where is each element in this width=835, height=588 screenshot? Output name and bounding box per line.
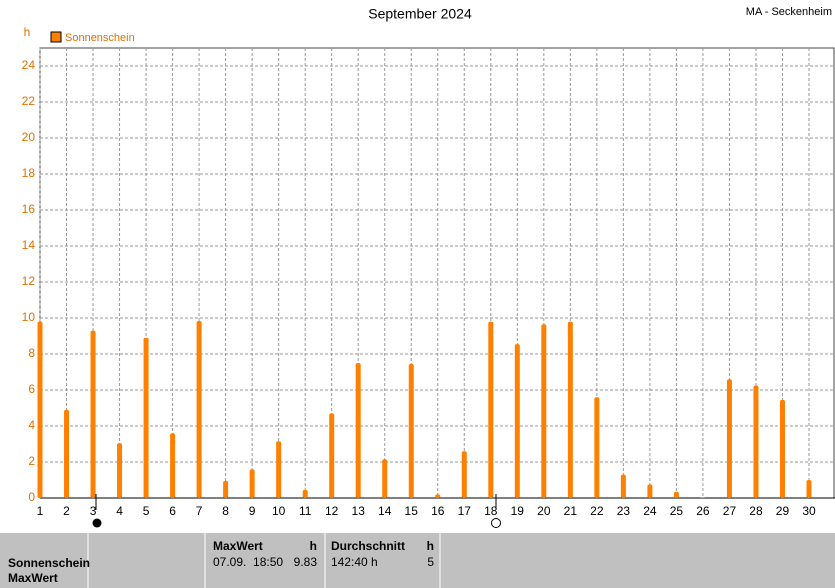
x-tick-label: 28	[749, 504, 763, 518]
bar	[779, 399, 785, 498]
x-tick-label: 23	[617, 504, 631, 518]
legend-label: Sonnenschein	[65, 32, 135, 44]
bar	[143, 337, 149, 498]
y-tick-label: 22	[22, 94, 36, 108]
x-tick-label: 8	[222, 504, 229, 518]
x-tick-label: 9	[249, 504, 256, 518]
x-tick-label: 10	[272, 504, 286, 518]
x-tick-label: 12	[325, 504, 339, 518]
full-moon-icon	[92, 518, 102, 528]
x-tick-label: 21	[564, 504, 578, 518]
x-tick-label: 2	[63, 504, 70, 518]
summary-value: 5	[427, 555, 434, 569]
bar	[620, 474, 626, 498]
summary-total: 142:40 h	[331, 555, 378, 569]
summary-row-label: Sonnenschein	[8, 556, 90, 570]
bar	[435, 494, 441, 498]
summary-header: MaxWert	[213, 539, 263, 553]
bar	[382, 459, 388, 498]
x-tick-label: 25	[670, 504, 684, 518]
bar	[90, 330, 96, 498]
x-tick-label: 1	[37, 504, 44, 518]
x-tick-label: 5	[143, 504, 150, 518]
x-tick-label: 14	[378, 504, 392, 518]
bar	[329, 413, 335, 498]
y-tick-label: 4	[28, 418, 35, 432]
x-tick-label: 29	[776, 504, 790, 518]
bar	[753, 385, 759, 498]
y-axis-unit: h	[24, 25, 31, 39]
summary-panel	[0, 533, 835, 588]
x-tick-label: 16	[431, 504, 445, 518]
bar	[196, 321, 202, 498]
x-tick-label: 30	[802, 504, 816, 518]
y-tick-label: 18	[22, 166, 36, 180]
plot-frame	[39, 47, 835, 499]
chart-title: September 2024	[368, 6, 472, 22]
x-tick-label: 20	[537, 504, 551, 518]
x-tick-label: 13	[352, 504, 366, 518]
bar	[117, 443, 123, 498]
bar	[488, 321, 494, 498]
y-tick-label: 2	[28, 454, 35, 468]
y-tick-label: 12	[22, 274, 36, 288]
x-tick-label: 11	[299, 504, 312, 518]
bar	[302, 489, 308, 498]
summary-unit: h	[310, 539, 317, 553]
bar	[594, 397, 600, 498]
x-tick-label: 26	[696, 504, 710, 518]
y-tick-label: 6	[28, 382, 35, 396]
x-tick-label: 27	[723, 504, 737, 518]
y-tick-label: 24	[22, 58, 36, 72]
y-tick-label: 14	[22, 238, 36, 252]
summary-row-label: MaxWert	[8, 571, 58, 585]
bar	[37, 321, 43, 498]
station-name: MA - Seckenheim	[746, 6, 832, 18]
bar	[514, 344, 520, 498]
x-tick-label: 22	[590, 504, 604, 518]
x-tick-label: 19	[511, 504, 525, 518]
x-tick-label: 18	[484, 504, 498, 518]
x-tick-label: 7	[196, 504, 203, 518]
bar	[461, 451, 467, 498]
x-tick-label: 17	[458, 504, 472, 518]
x-tick-label: 6	[169, 504, 176, 518]
y-tick-label: 16	[22, 202, 36, 216]
bar	[249, 469, 255, 498]
y-tick-label: 20	[22, 130, 36, 144]
bar	[170, 433, 176, 498]
summary-date: 07.09. 18:50	[213, 555, 283, 569]
bar	[276, 441, 282, 498]
bar	[408, 363, 414, 498]
x-tick-label: 4	[116, 504, 123, 518]
bar	[647, 484, 653, 498]
bar	[64, 409, 70, 498]
bar	[541, 324, 547, 498]
y-tick-label: 0	[28, 490, 35, 504]
bar	[673, 491, 679, 498]
x-tick-label: 3	[90, 504, 97, 518]
x-tick-label: 24	[643, 504, 657, 518]
bar	[806, 480, 812, 498]
summary-unit: h	[427, 539, 434, 553]
bar	[355, 363, 361, 498]
bar	[726, 379, 732, 498]
summary-value: 9.83	[294, 555, 318, 569]
y-tick-label: 8	[28, 346, 35, 360]
new-moon-icon	[491, 518, 501, 528]
bar	[700, 497, 706, 498]
legend-swatch	[50, 31, 62, 43]
x-tick-label: 15	[405, 504, 419, 518]
y-tick-label: 10	[22, 310, 36, 324]
bar	[567, 321, 573, 498]
bar	[223, 480, 229, 498]
summary-header: Durchschnitt	[331, 539, 405, 553]
summary-dividers	[87, 533, 441, 588]
